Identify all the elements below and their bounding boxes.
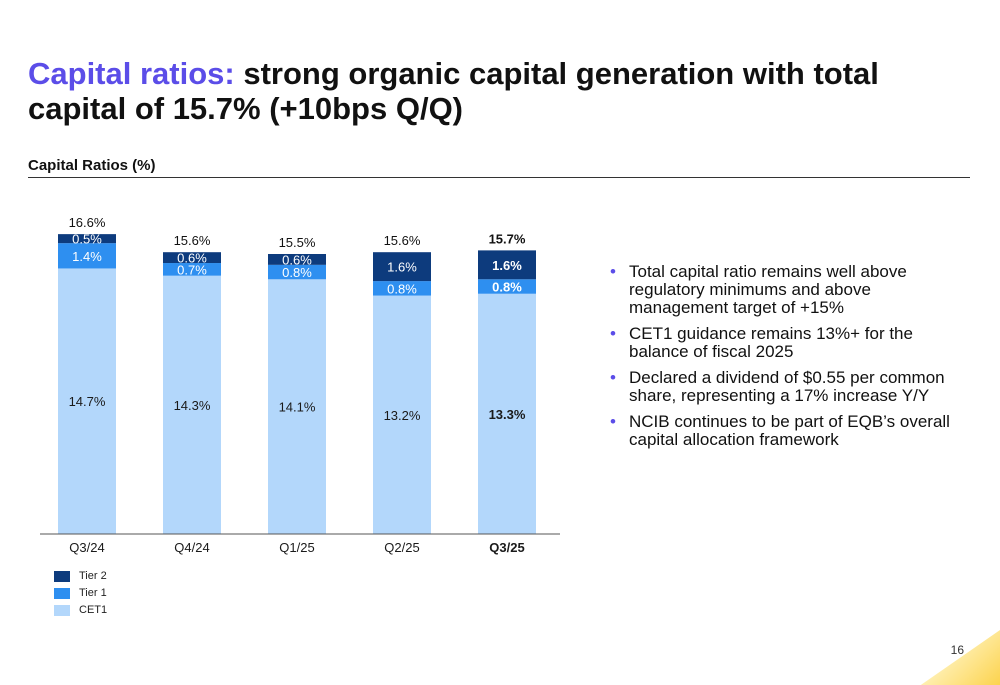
bar-tier2-Q3-25 — [478, 250, 536, 280]
bar-tier2-Q1-25 — [268, 254, 326, 265]
data-label-tier2: 1.6% — [387, 260, 417, 275]
total-label: 15.5% — [279, 235, 316, 250]
bar-tier1-Q3-24 — [58, 243, 116, 269]
bullet-dot-icon: • — [610, 324, 616, 343]
bar-tier1-Q1-25 — [268, 264, 326, 280]
chart-section-label: Capital Ratios (%) — [28, 157, 156, 174]
legend-label-tier2: Tier 2 — [79, 570, 107, 582]
key-point-item: • NCIB continues to be part of EQB’s over… — [610, 413, 970, 449]
data-label-tier1: 0.8% — [387, 281, 417, 296]
data-label-tier2: 1.6% — [492, 258, 522, 273]
data-label-tier1: 0.8% — [282, 265, 312, 280]
bullet-dot-icon: • — [610, 368, 616, 387]
section-divider — [28, 177, 970, 178]
data-label-tier1: 0.8% — [492, 280, 522, 295]
x-tick-label: Q4/24 — [174, 540, 209, 555]
data-label-cet1: 14.3% — [174, 398, 211, 413]
data-label-tier2: 0.5% — [72, 232, 102, 247]
legend-swatch-cet1 — [54, 604, 70, 616]
key-points-list: • Total capital ratio remains well above … — [610, 263, 970, 457]
x-tick-label: Q2/25 — [384, 540, 419, 555]
key-point-text: CET1 guidance remains 13%+ for the balan… — [629, 324, 913, 361]
bar-tier1-Q4-24 — [163, 263, 221, 276]
data-label-tier1: 0.7% — [177, 262, 207, 277]
key-point-item: • CET1 guidance remains 13%+ for the bala… — [610, 325, 970, 361]
legend-item-tier1: Tier 1 — [54, 585, 107, 601]
bar-cet1-Q2-25 — [373, 295, 431, 534]
data-label-tier1: 1.4% — [72, 249, 102, 264]
data-label-tier2: 0.6% — [282, 252, 312, 267]
legend-swatch-tier1 — [54, 587, 70, 599]
key-point-item: • Declared a dividend of $0.55 per common… — [610, 369, 970, 405]
page-title-rest: strong organic capital generation with t… — [28, 56, 879, 126]
legend-swatch-tier2 — [54, 570, 70, 582]
data-label-cet1: 13.2% — [384, 408, 421, 423]
bar-tier2-Q4-24 — [163, 252, 221, 264]
bullet-dot-icon: • — [610, 262, 616, 281]
total-label: 15.7% — [489, 231, 526, 246]
x-tick-label: Q3/25 — [489, 540, 524, 555]
data-label-cet1: 14.1% — [279, 400, 316, 415]
data-label-cet1: 13.3% — [489, 407, 526, 422]
bar-tier1-Q2-25 — [373, 281, 431, 296]
bar-tier2-Q2-25 — [373, 252, 431, 282]
x-tick-label: Q3/24 — [69, 540, 104, 555]
key-point-item: • Total capital ratio remains well above … — [610, 263, 970, 317]
bar-cet1-Q1-25 — [268, 279, 326, 534]
total-label: 16.6% — [69, 215, 106, 230]
bar-cet1-Q3-25 — [478, 293, 536, 534]
total-label: 15.6% — [174, 233, 211, 248]
bar-tier2-Q3-24 — [58, 234, 116, 244]
legend-label-tier1: Tier 1 — [79, 587, 107, 599]
legend-item-tier2: Tier 2 — [54, 568, 107, 584]
bar-cet1-Q3-24 — [58, 268, 116, 534]
data-label-tier2: 0.6% — [177, 251, 207, 266]
bar-tier1-Q3-25 — [478, 279, 536, 294]
x-tick-label: Q1/25 — [279, 540, 314, 555]
page-title: Capital ratios: strong organic capital g… — [28, 56, 978, 126]
total-label: 15.6% — [384, 233, 421, 248]
bar-cet1-Q4-24 — [163, 275, 221, 534]
legend-label-cet1: CET1 — [79, 604, 108, 616]
key-point-text: NCIB continues to be part of EQB’s overa… — [629, 412, 950, 449]
data-label-cet1: 14.7% — [69, 394, 106, 409]
page-number: 16 — [950, 643, 964, 657]
page-title-accent: Capital ratios: — [28, 56, 235, 91]
key-point-text: Total capital ratio remains well above r… — [629, 262, 907, 317]
legend-item-cet1: CET1 — [54, 602, 107, 618]
chart-legend: Tier 2 Tier 1 CET1 — [54, 568, 107, 619]
bullet-dot-icon: • — [610, 412, 616, 431]
key-point-text: Declared a dividend of $0.55 per common … — [629, 368, 945, 405]
